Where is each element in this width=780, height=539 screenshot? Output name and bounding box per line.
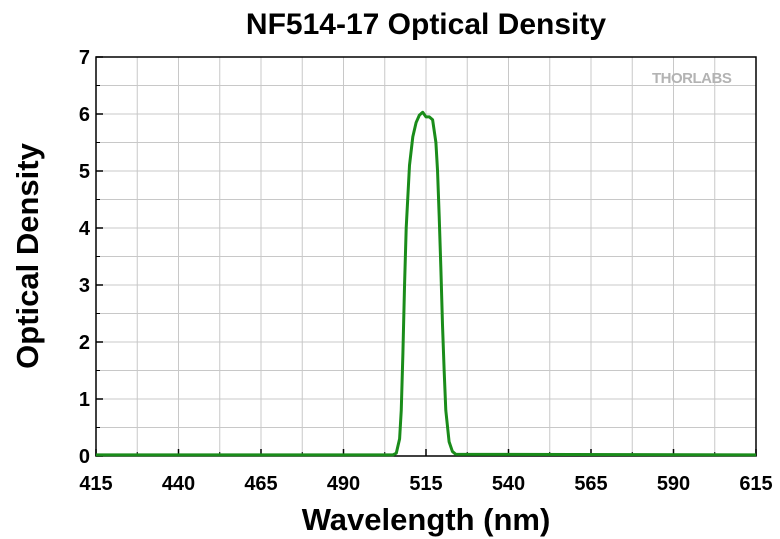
y-tick-label: 2 [79, 332, 90, 354]
x-tick-label: 615 [739, 473, 772, 495]
grid [96, 57, 756, 456]
y-tick-label: 5 [79, 161, 90, 183]
x-tick-label: 590 [657, 473, 690, 495]
x-tick-label: 490 [327, 473, 360, 495]
y-tick-label: 3 [79, 275, 90, 297]
y-tick-label: 7 [79, 47, 90, 69]
chart-title: NF514-17 Optical Density [246, 8, 606, 41]
x-tick-label: 415 [79, 473, 112, 495]
x-tick-label: 540 [492, 473, 525, 495]
y-tick-labels: 0 1 2 3 4 5 6 7 [79, 47, 91, 468]
y-tick-label: 0 [79, 446, 90, 468]
y-axis-label: Optical Density [10, 142, 45, 368]
thorlabs-watermark: THORLABS [652, 70, 732, 87]
x-tick-label: 440 [162, 473, 195, 495]
x-tick-label: 565 [574, 473, 607, 495]
y-tick-label: 6 [79, 104, 90, 126]
x-axis-label: Wavelength (nm) [302, 502, 551, 537]
x-tick-label: 515 [409, 473, 442, 495]
optical-density-line [96, 110, 757, 457]
y-tick-label: 4 [79, 218, 91, 240]
x-tick-label: 465 [244, 473, 277, 495]
y-tick-label: 1 [79, 389, 90, 411]
x-tick-labels: 415 440 465 490 515 540 565 590 615 [79, 473, 772, 495]
